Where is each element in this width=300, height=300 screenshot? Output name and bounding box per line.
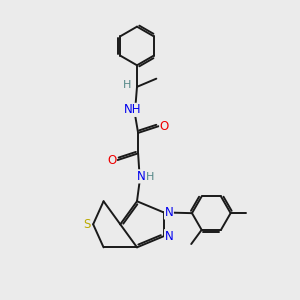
Text: N: N (137, 170, 146, 183)
Text: O: O (107, 154, 116, 166)
Text: H: H (122, 80, 131, 90)
Text: N: N (165, 206, 173, 219)
Text: NH: NH (124, 103, 142, 116)
Text: N: N (165, 230, 173, 243)
Text: H: H (146, 172, 154, 182)
Text: O: O (160, 120, 169, 133)
Text: S: S (83, 218, 90, 231)
